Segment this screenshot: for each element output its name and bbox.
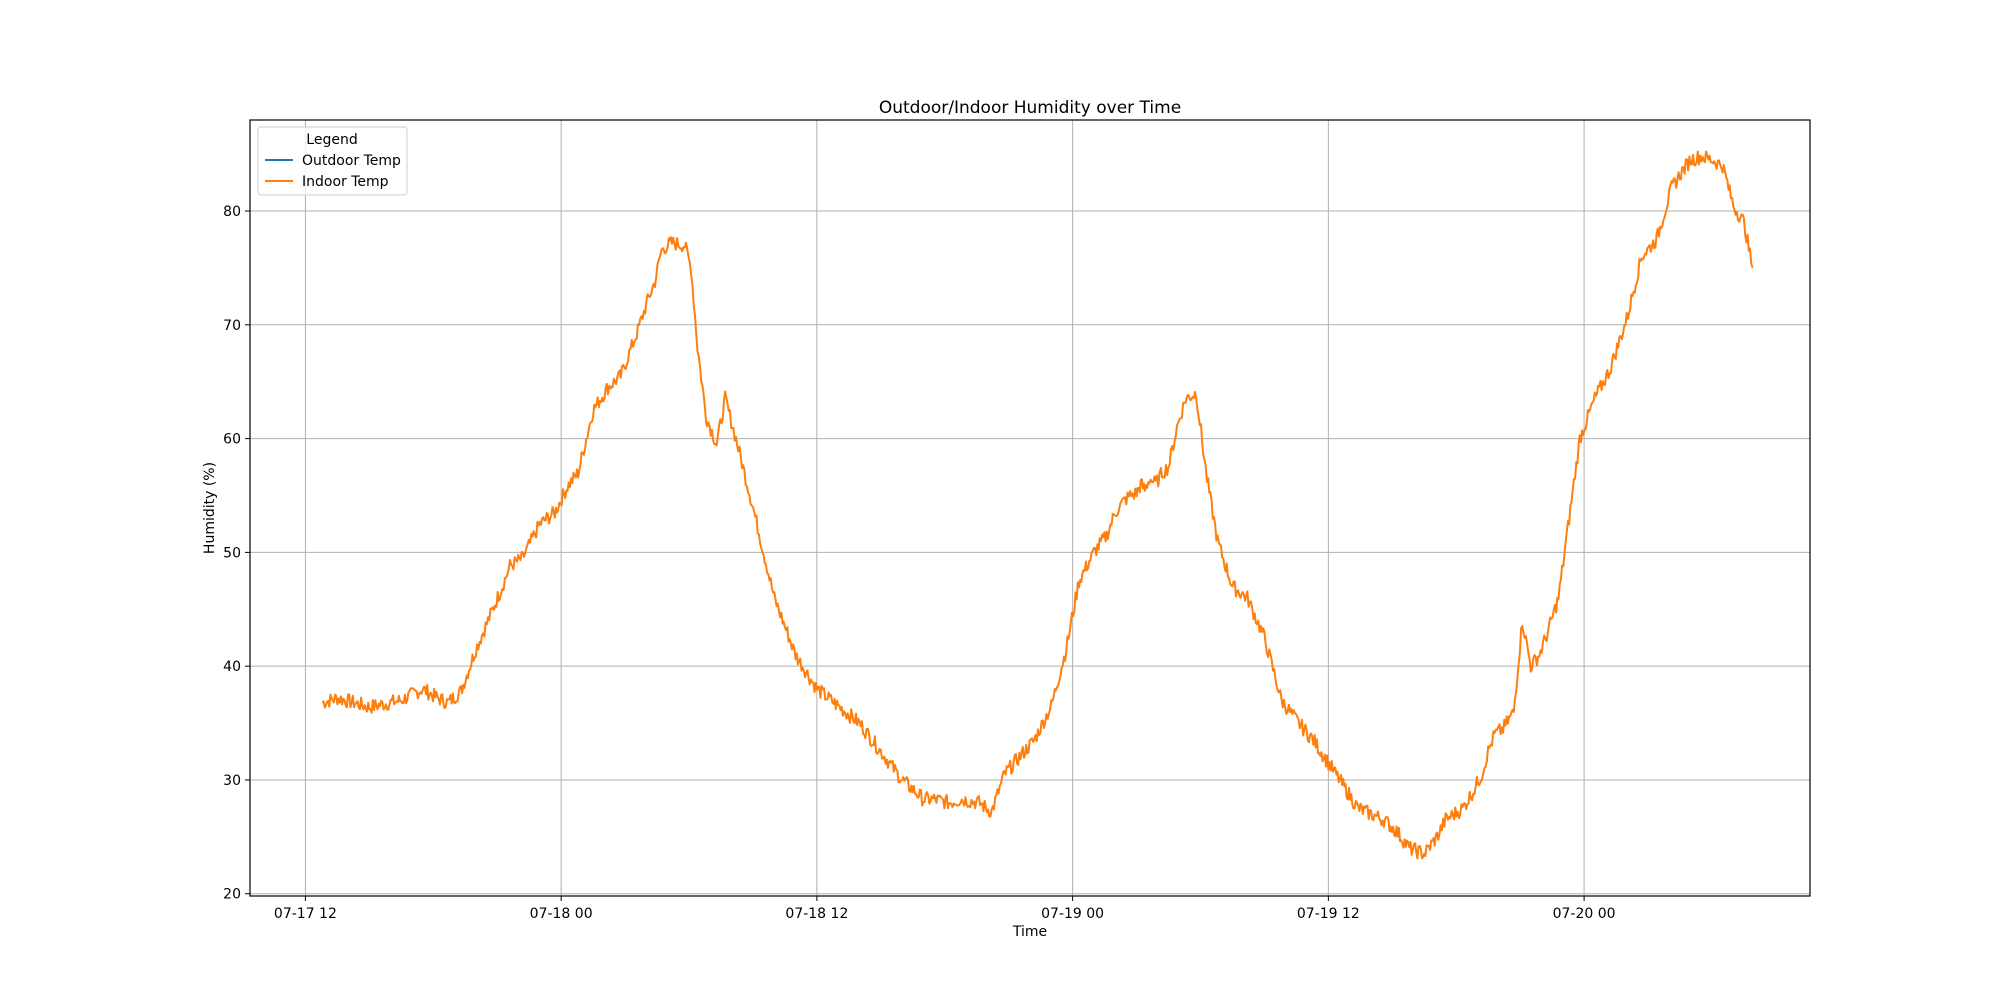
y-tick-label: 60 <box>223 432 241 448</box>
x-tick-label: 07-17 12 <box>274 906 337 922</box>
x-tick-label: 07-18 12 <box>785 906 848 922</box>
x-tick-label: 07-20 00 <box>1553 906 1616 922</box>
y-axis-label: Humidity (%) <box>202 462 218 554</box>
x-axis-ticks: 07-17 12 07-18 00 07-18 12 07-19 00 07-19 12… <box>274 896 1616 922</box>
y-tick-label: 20 <box>223 887 241 903</box>
y-tick-label: 30 <box>223 773 241 789</box>
y-tick-label: 40 <box>223 659 241 675</box>
x-axis-label: Time <box>1012 924 1047 940</box>
x-tick-label: 07-18 00 <box>530 906 593 922</box>
series-lines <box>321 150 1754 860</box>
plot-frame <box>249 119 1811 897</box>
series-line-indoor-temp <box>321 150 1754 860</box>
legend-title: Legend <box>306 132 357 148</box>
y-tick-label: 70 <box>223 318 241 334</box>
grid-lines <box>250 120 1810 896</box>
x-tick-label: 07-19 12 <box>1297 906 1360 922</box>
y-tick-label: 80 <box>223 204 241 220</box>
y-tick-label: 50 <box>223 545 241 561</box>
x-tick-label: 07-19 00 <box>1041 906 1104 922</box>
legend: Legend Outdoor Temp Indoor Temp <box>257 126 408 196</box>
chart-title: Outdoor/Indoor Humidity over Time <box>879 98 1181 118</box>
y-axis-ticks: 20 30 40 50 60 70 80 <box>223 204 250 903</box>
legend-label-indoor: Indoor Temp <box>302 174 389 190</box>
legend-box <box>257 126 408 196</box>
legend-label-outdoor: Outdoor Temp <box>302 153 401 169</box>
